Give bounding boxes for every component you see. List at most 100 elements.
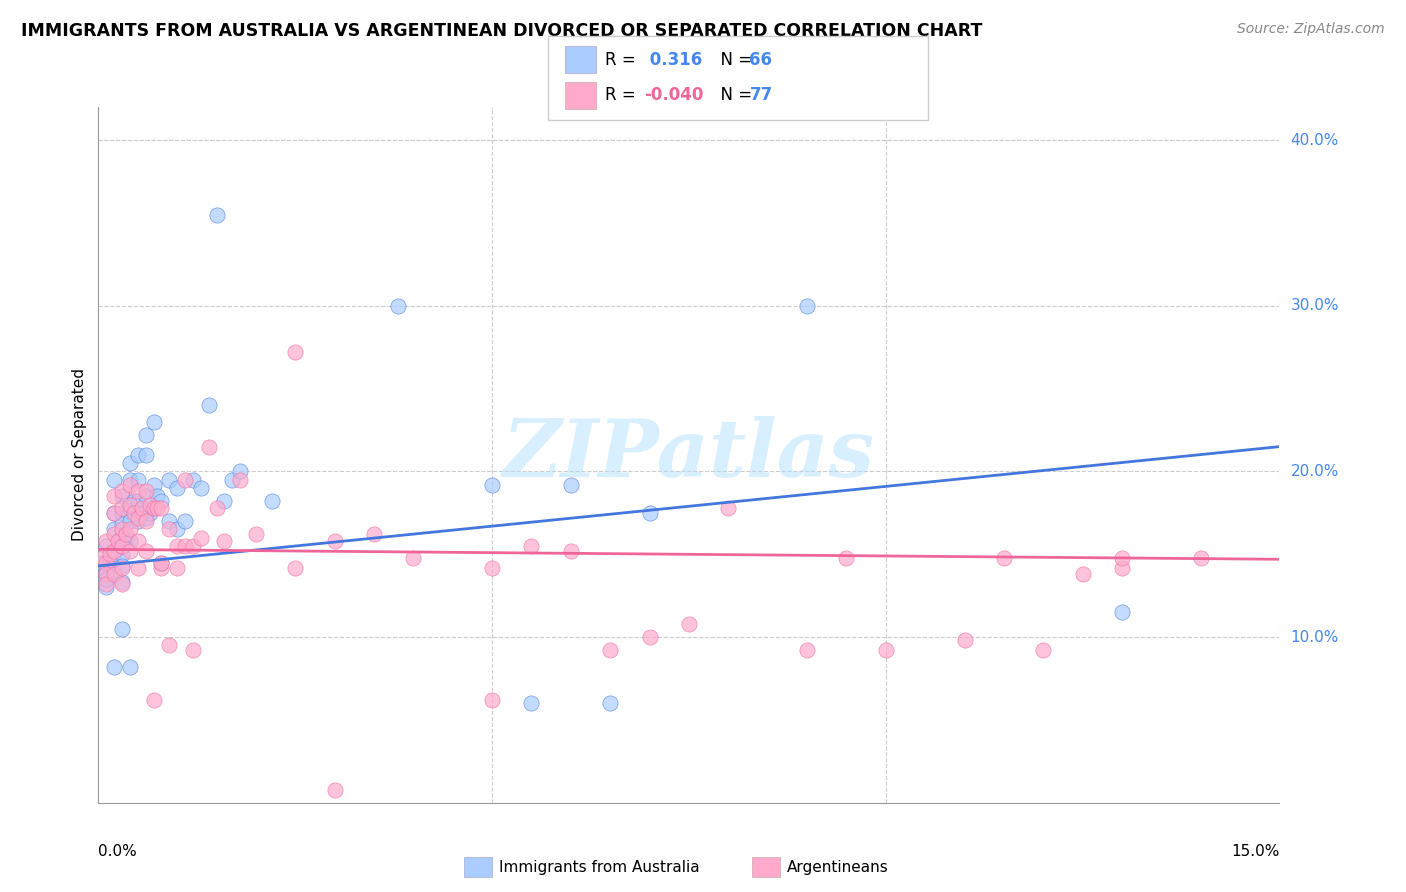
Point — [98, 547, 121, 561]
Point — [111, 560, 134, 574]
Point — [98, 556, 121, 570]
Point — [190, 531, 212, 545]
Point — [363, 527, 385, 541]
Point — [245, 527, 267, 541]
Point — [638, 506, 661, 520]
Point — [118, 514, 141, 528]
Point — [118, 477, 141, 491]
Point — [599, 643, 621, 657]
Point — [127, 534, 149, 549]
Point — [142, 500, 165, 515]
Point — [96, 534, 118, 549]
Point — [181, 539, 204, 553]
Point — [103, 544, 125, 558]
Point — [135, 428, 157, 442]
Point — [118, 544, 141, 558]
Point — [111, 500, 134, 515]
Point — [135, 511, 157, 525]
Text: 77: 77 — [749, 87, 773, 104]
Point — [127, 560, 149, 574]
Point — [150, 560, 173, 574]
Point — [214, 534, 236, 549]
Point — [111, 523, 134, 537]
Point — [157, 639, 180, 653]
Point — [103, 506, 125, 520]
Point — [174, 473, 197, 487]
Point — [481, 477, 503, 491]
Text: Immigrants from Australia: Immigrants from Australia — [499, 860, 700, 874]
Point — [96, 556, 118, 570]
Text: 40.0%: 40.0% — [1291, 133, 1339, 148]
Text: R =: R = — [605, 87, 641, 104]
Point — [111, 577, 134, 591]
Point — [166, 481, 188, 495]
Point — [118, 498, 141, 512]
Point — [127, 473, 149, 487]
Point — [103, 489, 125, 503]
Point — [166, 523, 188, 537]
Point — [96, 577, 118, 591]
Point — [111, 531, 134, 545]
Point — [118, 534, 141, 549]
Text: 66: 66 — [749, 51, 772, 69]
Point — [1111, 560, 1133, 574]
Point — [520, 697, 543, 711]
Text: ZIPatlas: ZIPatlas — [503, 417, 875, 493]
Point — [166, 539, 188, 553]
Point — [135, 448, 157, 462]
Point — [118, 456, 141, 470]
Point — [96, 567, 118, 582]
Point — [875, 643, 897, 657]
Point — [157, 514, 180, 528]
Text: N =: N = — [710, 87, 758, 104]
Point — [103, 567, 125, 582]
Point — [181, 643, 204, 657]
Point — [103, 547, 125, 561]
Point — [91, 550, 114, 565]
Point — [111, 575, 134, 590]
Point — [131, 500, 153, 515]
Point — [107, 539, 129, 553]
Point — [323, 782, 346, 797]
Point — [138, 498, 160, 512]
Point — [135, 544, 157, 558]
Point — [135, 514, 157, 528]
Point — [115, 527, 138, 541]
Point — [953, 633, 976, 648]
Point — [197, 398, 219, 412]
Point — [96, 539, 118, 553]
Point — [181, 473, 204, 487]
Point — [138, 506, 160, 520]
Point — [127, 448, 149, 462]
Point — [260, 494, 283, 508]
Point — [221, 473, 243, 487]
Point — [118, 660, 141, 674]
Point — [166, 560, 188, 574]
Point — [135, 484, 157, 499]
Point — [103, 473, 125, 487]
Point — [1111, 605, 1133, 619]
Point — [103, 527, 125, 541]
Text: 20.0%: 20.0% — [1291, 464, 1339, 479]
Point — [993, 550, 1015, 565]
Point — [127, 494, 149, 508]
Point — [1189, 550, 1212, 565]
Point — [1111, 550, 1133, 565]
Point — [111, 539, 134, 553]
Point — [402, 550, 425, 565]
Point — [323, 534, 346, 549]
Text: 10.0%: 10.0% — [1291, 630, 1339, 645]
Point — [118, 500, 141, 515]
Point — [142, 693, 165, 707]
Point — [142, 477, 165, 491]
Point — [150, 556, 173, 570]
Point — [118, 523, 141, 537]
Point — [91, 556, 114, 570]
Point — [197, 440, 219, 454]
Point — [127, 511, 149, 525]
Point — [638, 630, 661, 644]
Point — [111, 489, 134, 503]
Text: 0.0%: 0.0% — [98, 844, 138, 859]
Point — [122, 494, 145, 508]
Point — [284, 560, 307, 574]
